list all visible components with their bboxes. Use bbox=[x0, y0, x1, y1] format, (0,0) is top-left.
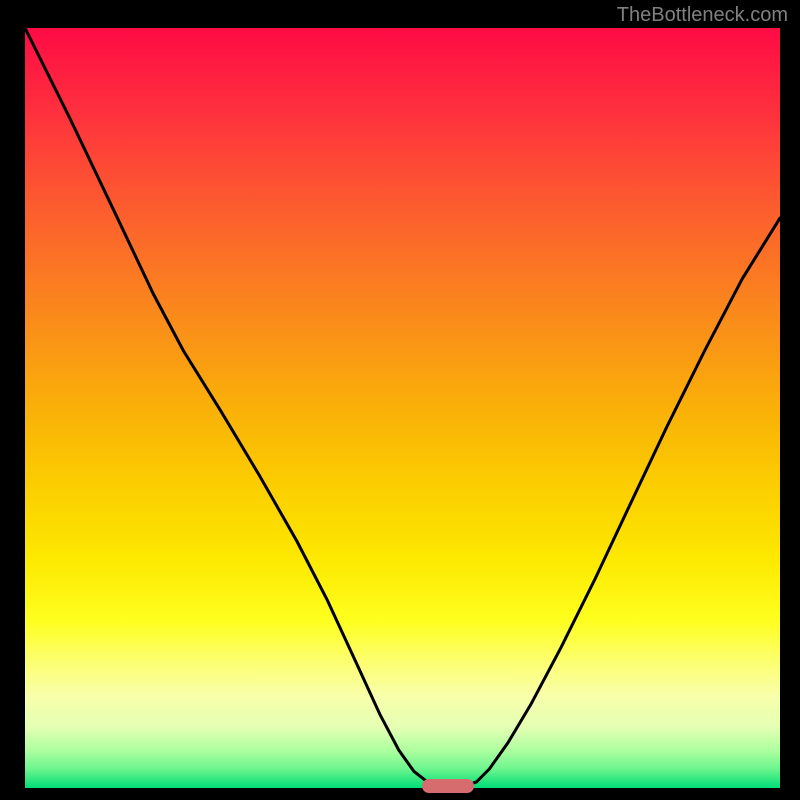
chart-curve-overlay bbox=[25, 28, 780, 788]
chart-plot-area bbox=[25, 28, 780, 788]
minimum-marker bbox=[422, 779, 474, 793]
watermark-text: TheBottleneck.com bbox=[617, 4, 788, 27]
bottleneck-curve bbox=[25, 28, 780, 786]
